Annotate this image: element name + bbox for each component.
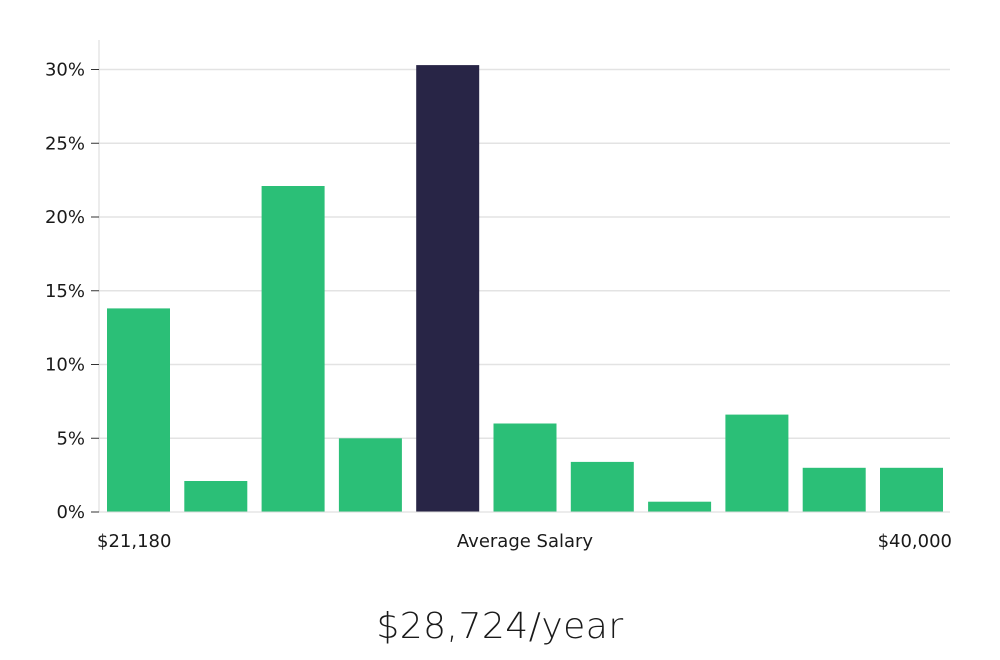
y-tick-label: 15%	[45, 281, 85, 302]
y-tick-label: 10%	[45, 355, 85, 376]
y-tick-label: 30%	[45, 60, 85, 81]
bar	[493, 423, 557, 512]
x-label-average: Average Salary	[457, 531, 594, 552]
y-tick-label: 5%	[56, 428, 85, 449]
salary-distribution-chart: 0% 5% 10% 15% 20% 25% 30% $21,180 Average Sala…	[45, 40, 952, 552]
bar	[338, 438, 402, 513]
bar	[107, 308, 170, 512]
y-tick-label: 0%	[56, 502, 85, 523]
bar	[648, 501, 712, 512]
bar	[261, 186, 325, 512]
bars	[107, 65, 943, 513]
grid-lines	[99, 68, 950, 439]
bar	[802, 467, 866, 513]
bar	[725, 414, 789, 512]
x-label-min: $21,180	[97, 531, 171, 552]
y-tick-label: 25%	[45, 133, 85, 154]
bar-average-salary	[416, 65, 480, 512]
bar	[184, 481, 248, 512]
x-axis-labels: $21,180 Average Salary $40,000	[97, 531, 952, 552]
average-salary-value: $28,724/year	[376, 606, 624, 647]
x-label-max: $40,000	[878, 531, 952, 552]
y-tick-labels: 0% 5% 10% 15% 20% 25% 30%	[45, 60, 99, 523]
bar	[570, 461, 634, 512]
y-tick-label: 20%	[45, 207, 85, 228]
bar	[880, 467, 943, 513]
